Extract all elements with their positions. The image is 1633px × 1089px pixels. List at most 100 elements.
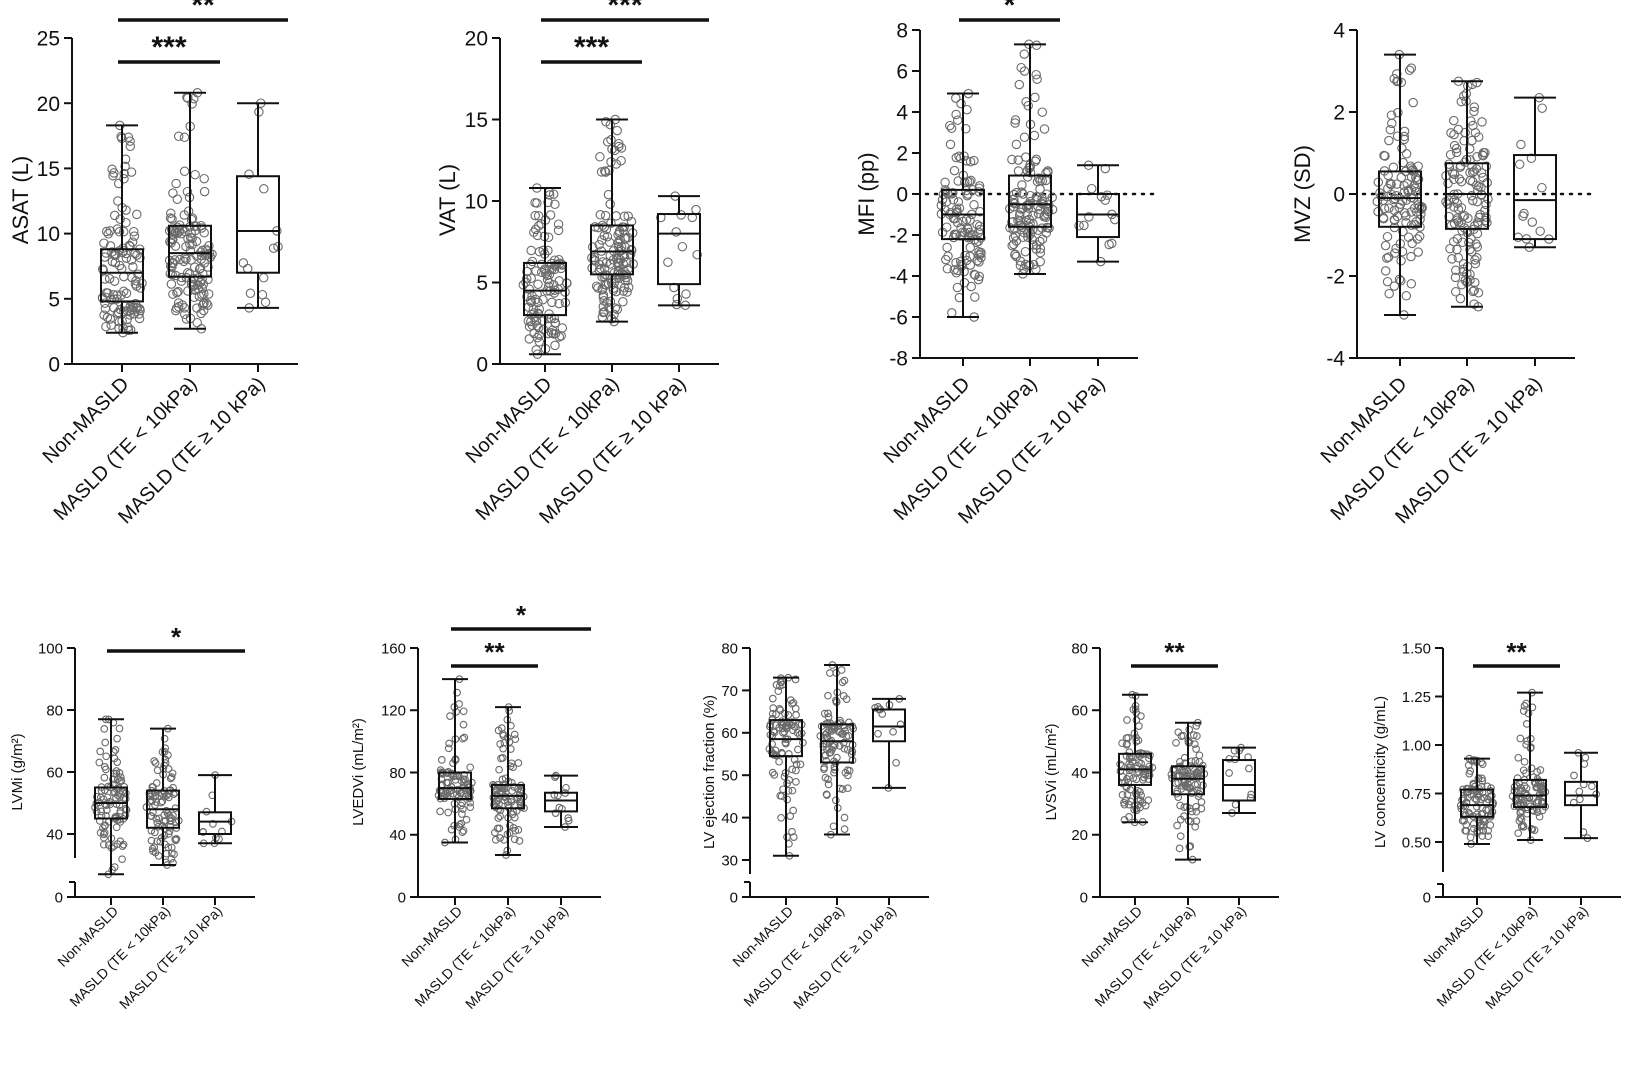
y-tick-label: 0 [476, 354, 488, 377]
data-point [458, 734, 467, 743]
y-tick-label: 10 [37, 223, 60, 246]
data-point [102, 752, 111, 761]
data-point [1451, 147, 1462, 158]
data-point [771, 721, 780, 729]
data-point [1176, 832, 1185, 841]
data-point [974, 257, 984, 267]
data-point [1449, 202, 1459, 212]
data-point [100, 298, 110, 308]
data-point [446, 712, 454, 720]
data-point [460, 778, 468, 787]
box-iqr [236, 175, 280, 274]
data-point [125, 310, 135, 320]
data-point [543, 197, 553, 208]
data-point [1136, 751, 1144, 760]
data-point [495, 824, 504, 833]
data-point [940, 177, 950, 188]
data-point [1018, 189, 1028, 199]
data-point [1401, 149, 1412, 159]
data-point [1035, 236, 1045, 247]
y-tick-label: 4 [1333, 20, 1345, 43]
data-point [616, 155, 626, 166]
data-point [1387, 118, 1397, 129]
data-point [961, 124, 971, 134]
data-point [1231, 800, 1240, 809]
box-group [434, 675, 476, 847]
data-point [772, 710, 780, 719]
data-point [962, 104, 972, 115]
data-point [113, 734, 121, 743]
data-point [551, 809, 560, 817]
y-tick-label: 30 [721, 852, 738, 869]
data-point [1137, 791, 1145, 800]
x-tick-label: MASLD (TE ≥ 10 kPa) [462, 903, 571, 1012]
data-point [548, 189, 559, 199]
data-point [1478, 774, 1486, 783]
data-point [1137, 759, 1145, 768]
data-point [953, 197, 964, 207]
data-point [1125, 766, 1134, 775]
y-tick-label: 0 [1333, 184, 1345, 207]
data-point [172, 194, 183, 204]
data-point [1195, 751, 1204, 760]
data-point [593, 283, 603, 293]
data-point [1410, 183, 1420, 193]
x-tick-label: MASLD (TE < 10kPa) [1433, 903, 1540, 1010]
data-point [604, 165, 614, 176]
data-point [126, 167, 137, 177]
data-point [166, 774, 175, 783]
data-point [599, 222, 610, 232]
data-point [777, 717, 786, 726]
data-point [100, 829, 109, 837]
data-point [1382, 276, 1393, 287]
data-point [1383, 183, 1393, 194]
y-tick-label: 40 [46, 826, 63, 843]
data-point [112, 823, 121, 832]
data-point [602, 231, 613, 242]
data-point [1414, 231, 1425, 242]
data-point [160, 761, 169, 770]
data-point [1465, 769, 1474, 778]
data-point [1587, 782, 1596, 791]
data-point [768, 768, 777, 777]
data-point [112, 767, 121, 775]
data-point [100, 725, 109, 733]
data-point [1472, 795, 1481, 804]
y-tick-label: 0 [730, 889, 738, 906]
data-point [1029, 130, 1040, 141]
data-point [597, 284, 607, 294]
data-point [595, 210, 606, 220]
data-point [551, 773, 559, 781]
data-point [108, 170, 118, 181]
data-point [155, 814, 163, 823]
data-point [1225, 769, 1233, 777]
data-point [1175, 844, 1184, 853]
data-point [792, 777, 800, 786]
data-point [775, 757, 783, 766]
data-point [1520, 757, 1529, 766]
data-point [165, 268, 176, 279]
data-point [1393, 107, 1403, 118]
data-point [1122, 740, 1131, 749]
data-point [599, 271, 609, 282]
data-point [1478, 760, 1487, 768]
data-point [823, 791, 831, 799]
data-point [830, 757, 838, 766]
box-iqr [872, 708, 906, 743]
data-point [160, 831, 169, 840]
data-point [966, 175, 976, 186]
data-point [546, 328, 557, 338]
data-point [952, 115, 963, 125]
data-point [453, 688, 461, 697]
data-point [167, 854, 176, 863]
data-point [959, 266, 969, 277]
y-tick-label: 100 [38, 640, 63, 657]
data-point [1379, 150, 1389, 161]
data-point [952, 282, 963, 293]
data-point [1139, 775, 1147, 784]
data-point [829, 822, 838, 831]
data-point [118, 842, 127, 851]
data-point [533, 279, 543, 290]
data-point [1470, 277, 1480, 288]
